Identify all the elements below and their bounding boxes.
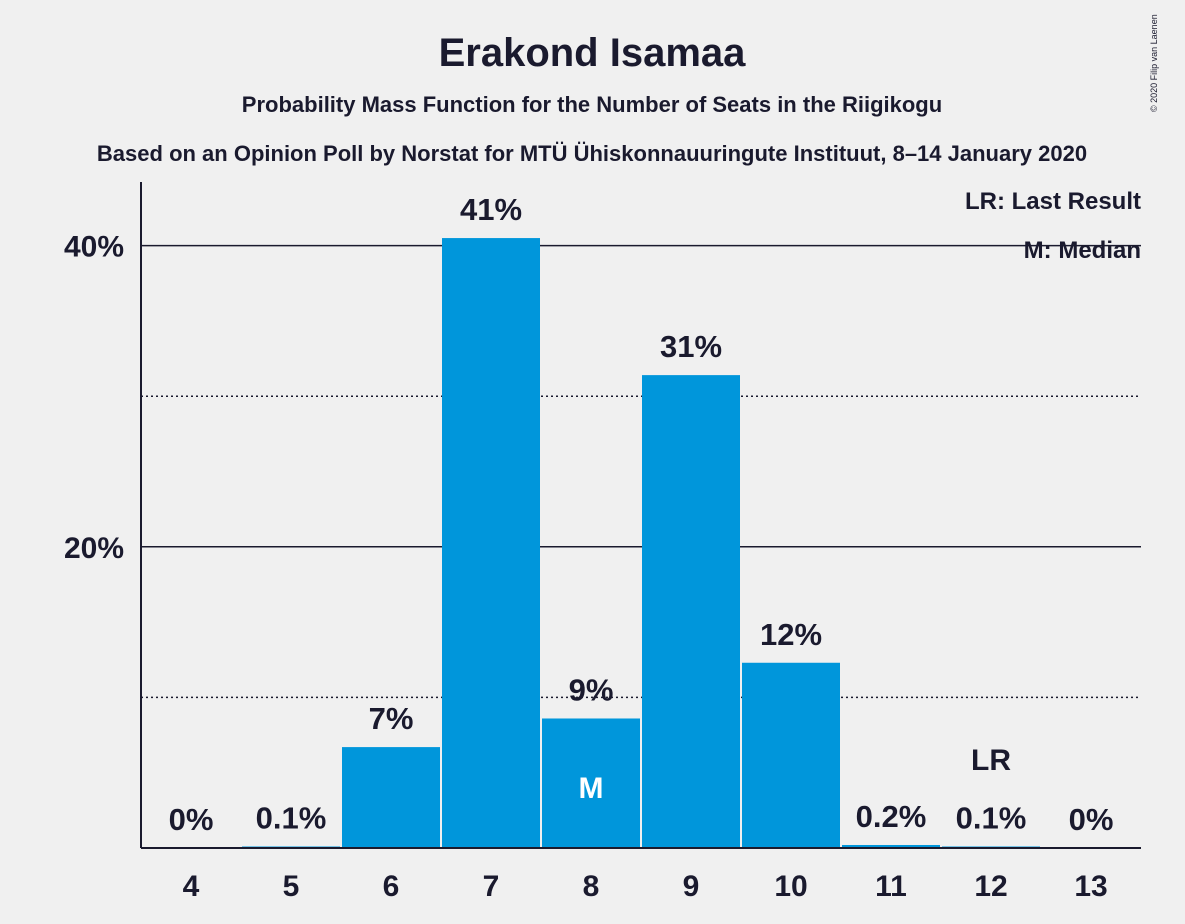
- bar: [542, 718, 640, 848]
- copyright-text: © 2020 Filip van Laenen: [1149, 14, 1159, 112]
- x-tick-label: 4: [183, 870, 200, 903]
- legend-last-result: LR: Last Result: [965, 188, 1141, 215]
- gridlines: [141, 244, 1141, 699]
- chart-subtitle-source: Based on an Opinion Poll by Norstat for …: [97, 141, 1087, 166]
- bar-data-label: 9%: [569, 672, 614, 707]
- median-marker: M: [579, 772, 604, 805]
- y-tick-label: 40%: [64, 231, 124, 264]
- legend-median: M: Median: [1024, 237, 1141, 264]
- x-tick-labels: 4 5 6 7 8 9 10 11 12 13: [183, 870, 1108, 903]
- x-tick-label: 12: [974, 870, 1007, 903]
- bar-data-label: 41%: [460, 192, 522, 227]
- bar-data-label: 12%: [760, 617, 822, 652]
- chart-subtitle: Probability Mass Function for the Number…: [242, 92, 942, 117]
- x-tick-label: 13: [1074, 870, 1107, 903]
- bar: [642, 375, 740, 848]
- x-tick-label: 6: [383, 870, 400, 903]
- x-tick-label: 11: [875, 870, 907, 903]
- bar: [342, 747, 440, 848]
- bar: [842, 844, 940, 848]
- bar-data-label: 0.1%: [956, 800, 1027, 835]
- bar-data-label: 31%: [660, 329, 722, 364]
- bar-data-label: 0%: [1069, 802, 1114, 837]
- y-tick-labels: 20% 40%: [64, 231, 124, 565]
- bars: [242, 238, 1040, 848]
- bar-labels: 0% 0.1% 7% 41% 9% M 31% 12% 0.2% 0.1% LR 0%: [169, 192, 1114, 837]
- bar-data-label: 0.2%: [856, 799, 927, 834]
- y-tick-label: 20%: [64, 532, 124, 565]
- x-tick-label: 9: [683, 870, 700, 903]
- x-tick-label: 8: [583, 870, 600, 903]
- x-tick-label: 7: [483, 870, 500, 903]
- bar-data-label: 7%: [369, 701, 414, 736]
- bar-data-label: 0%: [169, 802, 214, 837]
- bar: [742, 662, 840, 848]
- bar-data-label: 0.1%: [256, 800, 327, 835]
- x-tick-label: 5: [283, 870, 300, 903]
- chart-title: Erakond Isamaa: [439, 31, 747, 75]
- bar: [442, 238, 540, 848]
- last-result-marker: LR: [971, 744, 1011, 777]
- x-tick-label: 10: [774, 870, 807, 903]
